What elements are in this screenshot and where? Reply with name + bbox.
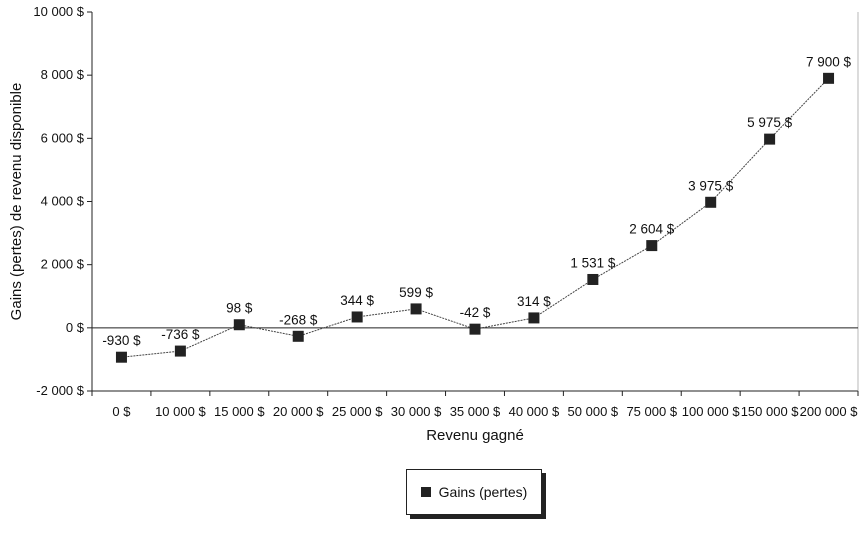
y-axis-title: Gains (pertes) de revenu disponible: [8, 83, 25, 321]
y-tick-label: 8 000 $: [41, 67, 85, 82]
legend: Gains (pertes): [406, 469, 542, 515]
data-label: 3 975 $: [688, 178, 734, 193]
x-tick-label: 15 000 $: [214, 404, 265, 419]
data-point: [410, 303, 422, 315]
x-tick-label: 150 000 $: [741, 404, 800, 419]
data-point: [351, 311, 363, 323]
data-label: 1 531 $: [570, 255, 616, 270]
data-label: 5 975 $: [747, 115, 793, 130]
y-tick-label: 4 000 $: [41, 194, 85, 209]
x-tick-label: 20 000 $: [273, 404, 324, 419]
y-tick-label: 6 000 $: [41, 130, 85, 145]
x-axis-title: Revenu gagné: [426, 427, 524, 444]
data-point: [705, 196, 717, 208]
data-point: [764, 133, 776, 145]
y-tick-label: 2 000 $: [41, 257, 85, 272]
x-tick-label: 35 000 $: [450, 404, 501, 419]
data-point: [587, 273, 599, 285]
data-label: -42 $: [460, 305, 491, 320]
x-tick-label: 75 000 $: [626, 404, 677, 419]
x-tick-label: 200 000 $: [800, 404, 859, 419]
data-point: [528, 312, 540, 324]
x-tick-label: 100 000 $: [682, 404, 741, 419]
data-point: [823, 72, 835, 84]
x-tick-label: 0 $: [112, 404, 131, 419]
data-label: -268 $: [279, 312, 318, 327]
data-point: [292, 330, 304, 342]
x-tick-label: 25 000 $: [332, 404, 383, 419]
y-tick-label: 10 000 $: [33, 4, 84, 19]
data-label: 7 900 $: [806, 54, 852, 69]
data-point: [115, 351, 127, 363]
data-label: -736 $: [161, 327, 200, 342]
x-tick-label: 40 000 $: [509, 404, 560, 419]
x-tick-label: 10 000 $: [155, 404, 206, 419]
x-tick-label: 50 000 $: [568, 404, 619, 419]
data-label: -930 $: [102, 333, 141, 348]
data-label: 344 $: [340, 293, 374, 308]
y-tick-label: -2 000 $: [36, 383, 84, 398]
data-label: 599 $: [399, 285, 433, 300]
data-point: [174, 345, 186, 357]
y-tick-label: 0 $: [66, 320, 85, 335]
legend-label: Gains (pertes): [438, 484, 528, 500]
data-point: [646, 240, 658, 252]
data-point: [469, 323, 481, 335]
data-label: 2 604 $: [629, 222, 675, 237]
data-point: [233, 319, 245, 331]
data-label: 98 $: [226, 301, 253, 316]
data-label: 314 $: [517, 294, 551, 309]
legend-marker: [420, 487, 431, 497]
x-tick-label: 30 000 $: [391, 404, 442, 419]
